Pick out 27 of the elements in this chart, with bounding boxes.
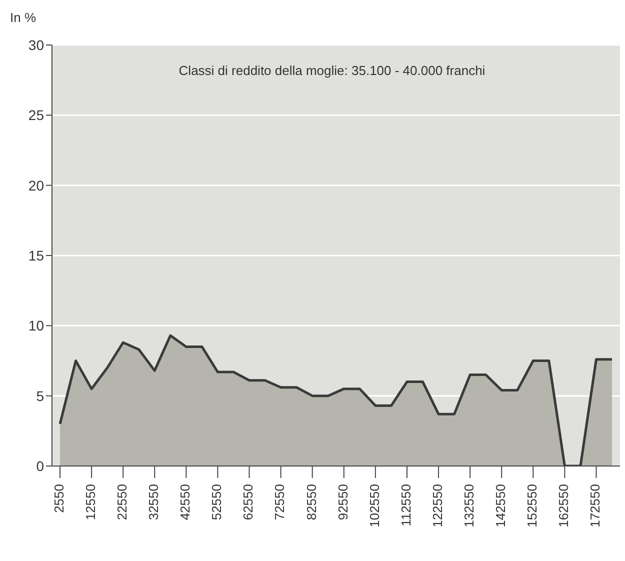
- y-tick-label: 20: [28, 177, 44, 194]
- y-tick-label: 5: [36, 388, 44, 404]
- x-tick-label: 72550: [272, 484, 288, 520]
- x-tick-label: 142550: [493, 484, 508, 528]
- x-tick-label: 152550: [524, 484, 540, 528]
- x-tick-label: 122550: [430, 484, 445, 528]
- x-tick-label: 52550: [209, 484, 224, 520]
- x-tick-label: 172550: [588, 484, 603, 528]
- x-tick-label: 22550: [114, 484, 130, 520]
- x-tick-label: 102550: [366, 484, 382, 528]
- y-tick-label: 25: [28, 107, 44, 124]
- y-tick-label: 15: [28, 247, 44, 264]
- x-tick-label: 32550: [146, 484, 162, 520]
- y-tick-label: 10: [28, 318, 44, 334]
- x-tick-label: 92550: [335, 484, 350, 520]
- x-tick-label: 12550: [82, 484, 98, 520]
- y-tick-label: 30: [28, 36, 44, 53]
- x-tick-label: 112550: [398, 484, 414, 526]
- x-tick-label: 162550: [556, 484, 572, 528]
- x-tick-label: 2550: [51, 484, 66, 513]
- x-tick-label: 132550: [461, 484, 476, 528]
- x-tick-label: 42550: [178, 484, 193, 520]
- x-tick-label: 62550: [240, 484, 256, 520]
- x-tick-label: 82550: [304, 484, 319, 520]
- annotation: Classi di reddito della moglie: 35.100 - 40.000 franchi: [178, 63, 486, 78]
- y-tick-label: 0: [36, 458, 44, 474]
- y-axis-title: In %: [10, 10, 36, 25]
